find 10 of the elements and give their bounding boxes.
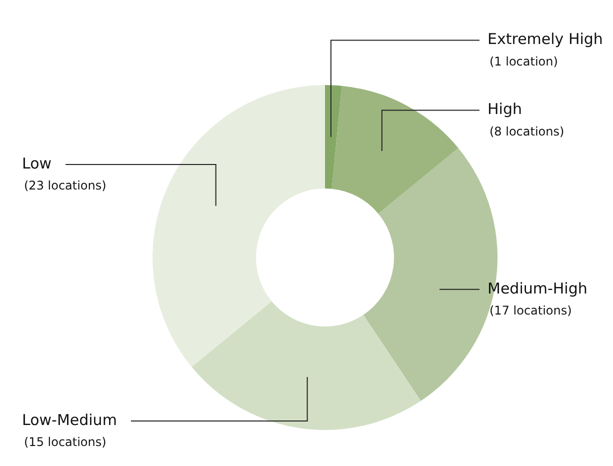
- slice-label: Low: [22, 154, 52, 172]
- slice-label: Extremely High: [488, 30, 603, 48]
- data-label: (15 locations): [24, 435, 106, 450]
- data-label: (8 locations): [490, 124, 564, 138]
- data-label: (17 locations): [490, 304, 572, 318]
- slice-label: Medium-High: [488, 279, 588, 298]
- slice-label: Low-Medium: [22, 410, 117, 429]
- data-label: (23 locations): [24, 178, 106, 193]
- slice-label: High: [488, 100, 522, 118]
- data-label: (1 location): [490, 54, 558, 68]
